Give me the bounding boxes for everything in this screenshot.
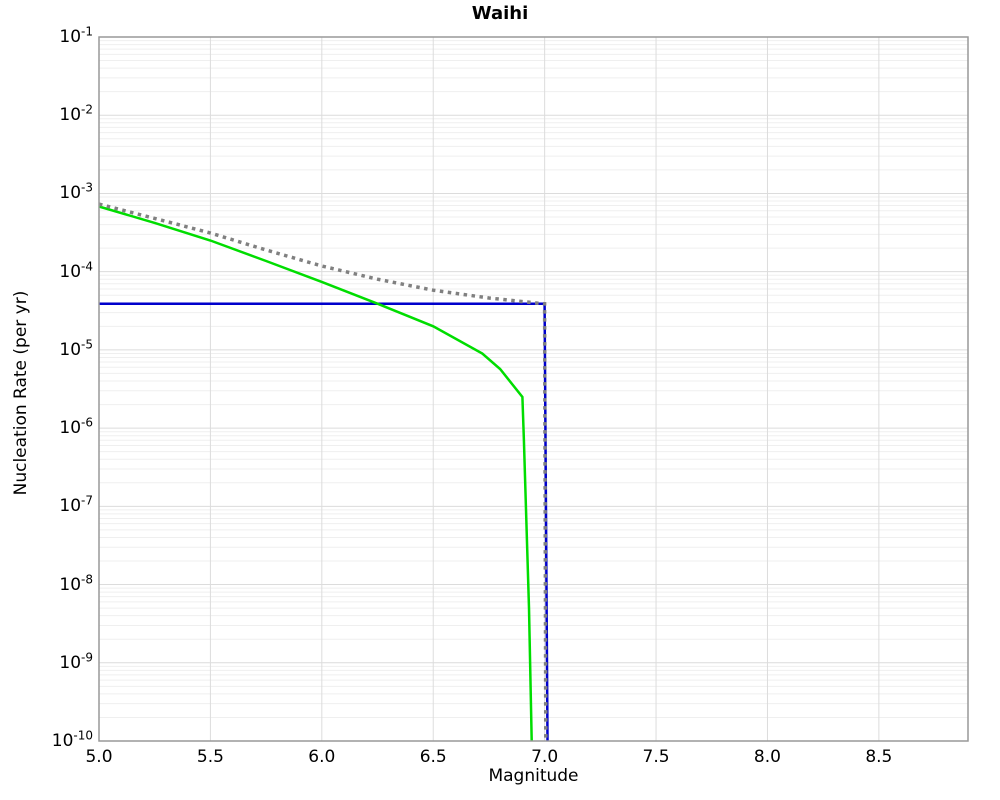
- y-tick-label: 10-3: [3, 182, 93, 204]
- y-tick-base: 10: [59, 574, 82, 595]
- y-tick-exponent: -2: [81, 102, 93, 117]
- y-tick-label: 10-6: [3, 415, 93, 439]
- x-tick-label: 5.0: [85, 747, 113, 767]
- y-tick-base: 10: [59, 418, 82, 439]
- x-tick-label: 7.5: [642, 747, 670, 767]
- y-tick-label: 10-2: [3, 104, 93, 126]
- y-tick-exponent: -5: [81, 337, 93, 352]
- y-tick-label: 10-9: [3, 650, 93, 674]
- series-green-curve: [98, 205, 533, 742]
- y-tick-label: 10-1: [3, 24, 93, 48]
- y-tick-exponent: -1: [81, 24, 93, 39]
- x-tick-label: 6.5: [419, 747, 447, 767]
- series-blue-truncated-constant: [99, 302, 549, 742]
- x-tick-label: 8.5: [865, 747, 893, 767]
- y-tick-base: 10: [59, 105, 82, 126]
- x-tick-label: 8.0: [753, 747, 781, 767]
- y-tick-base: 10: [59, 261, 82, 282]
- series-gray-dotted-tapered: [98, 202, 548, 742]
- y-tick-base: 10: [59, 27, 82, 47]
- x-tick-label: 6.0: [308, 747, 336, 767]
- y-tick-base: 10: [51, 731, 74, 751]
- y-tick-base: 10: [59, 339, 82, 360]
- y-tick-base: 10: [59, 496, 82, 517]
- y-tick-label: 10-8: [3, 571, 93, 596]
- y-tick-base: 10: [59, 652, 82, 673]
- y-tick-exponent: -10: [73, 728, 93, 743]
- y-tick-label: 10-4: [3, 259, 93, 283]
- y-tick-base: 10: [59, 183, 82, 204]
- y-tick-label: 10-7: [3, 495, 93, 517]
- y-tick-exponent: -4: [81, 259, 93, 273]
- y-tick-exponent: -6: [81, 415, 93, 430]
- y-tick-label: 10-5: [3, 337, 93, 361]
- y-tick-exponent: -8: [81, 571, 93, 586]
- chart-title: Waihi: [471, 3, 529, 24]
- plot-border: [98, 36, 969, 742]
- x-tick-label: 5.5: [196, 747, 224, 767]
- y-tick-exponent: -7: [81, 493, 93, 508]
- y-tick-exponent: -9: [81, 650, 93, 665]
- y-tick-exponent: -3: [81, 180, 93, 195]
- x-axis-label: Magnitude: [488, 766, 579, 786]
- y-tick-label: 10-10: [3, 728, 93, 752]
- x-tick-label: 7.0: [531, 747, 559, 767]
